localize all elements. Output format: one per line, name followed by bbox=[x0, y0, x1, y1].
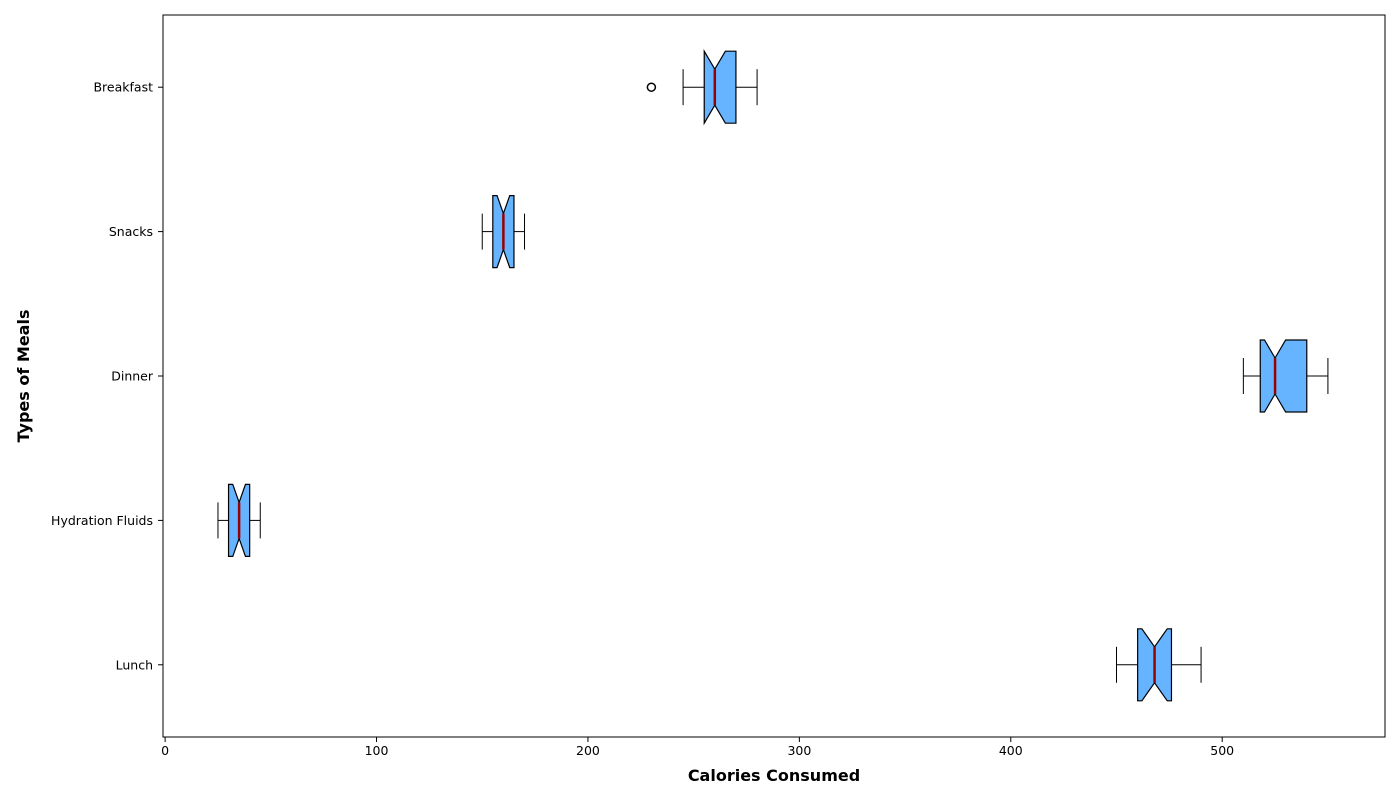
box bbox=[703, 48, 737, 126]
y-tick-label: Snacks bbox=[109, 224, 153, 239]
x-axis-title: Calories Consumed bbox=[688, 766, 860, 785]
x-tick-label: 0 bbox=[161, 743, 169, 758]
y-tick-label: Hydration Fluids bbox=[51, 513, 153, 528]
x-tick-label: 300 bbox=[787, 743, 811, 758]
plot-layer bbox=[217, 48, 1329, 702]
box-group bbox=[1242, 339, 1329, 413]
outlier-point bbox=[646, 82, 657, 92]
y-axis: Lunch Hydration Fluids Dinner Snacks Breakfa… bbox=[51, 80, 163, 672]
y-tick-label: Lunch bbox=[116, 657, 153, 672]
x-tick-label: 100 bbox=[365, 743, 389, 758]
x-tick-label: 500 bbox=[1210, 743, 1234, 758]
x-axis: 0 100 200 300 400 500 bbox=[161, 737, 1234, 758]
y-tick-label: Dinner bbox=[111, 369, 154, 384]
box-group bbox=[1115, 628, 1202, 702]
box-group bbox=[481, 195, 526, 269]
box bbox=[1259, 339, 1308, 413]
box-group bbox=[217, 483, 261, 558]
box-group bbox=[646, 48, 758, 126]
y-axis-title: Types of Meals bbox=[14, 310, 33, 443]
plot-frame bbox=[162, 14, 1386, 738]
y-tick-label: Breakfast bbox=[93, 80, 153, 95]
x-tick-label: 400 bbox=[999, 743, 1023, 758]
x-tick-label: 200 bbox=[576, 743, 600, 758]
